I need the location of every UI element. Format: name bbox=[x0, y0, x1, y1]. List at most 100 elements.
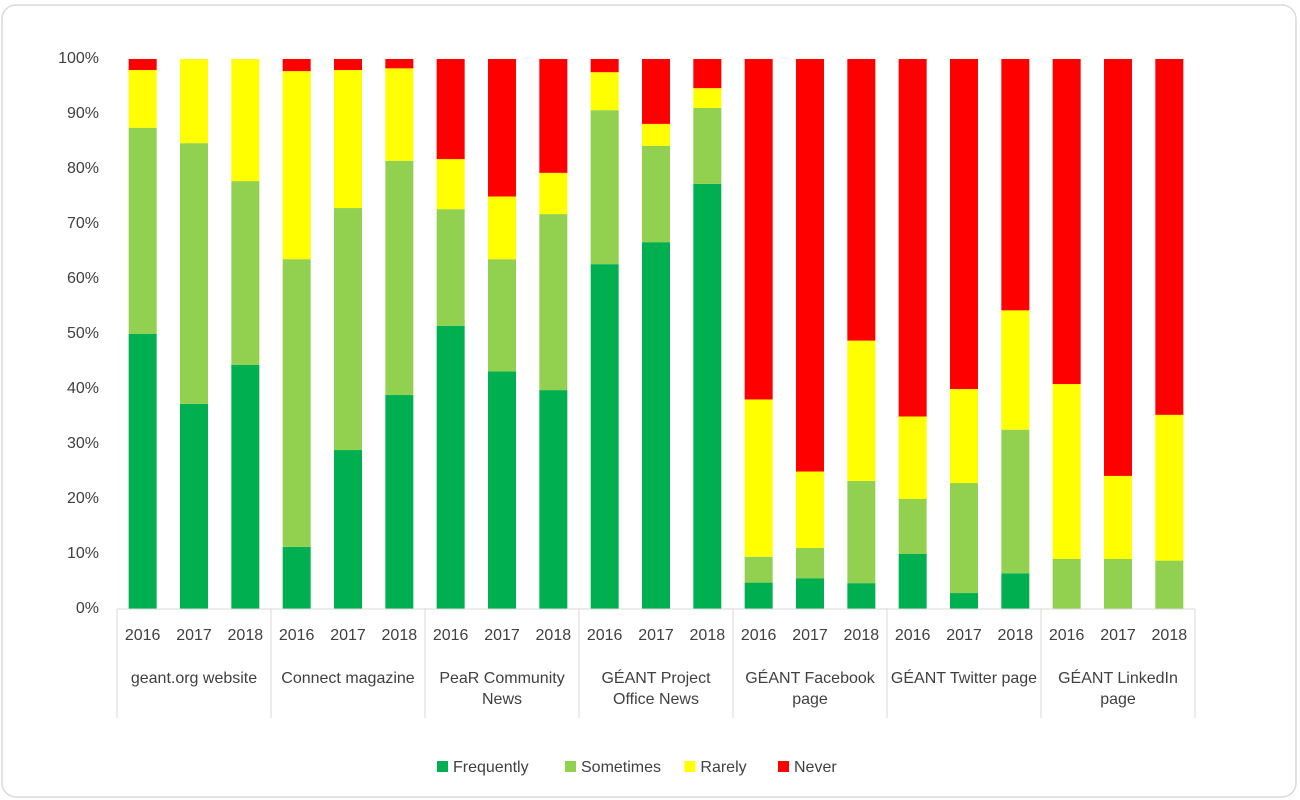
bar-segment bbox=[950, 59, 978, 389]
bar-segment bbox=[539, 59, 568, 173]
bar-segment bbox=[796, 471, 824, 548]
bar-segment bbox=[488, 371, 516, 609]
bar-segment bbox=[744, 59, 773, 400]
bar-segment bbox=[693, 88, 722, 108]
legend-swatch bbox=[565, 761, 576, 772]
group-label: GÉANT Facebook page bbox=[745, 670, 875, 708]
bar-segment bbox=[282, 71, 311, 260]
legend-swatch bbox=[684, 761, 696, 772]
group-label: PeaR Community News bbox=[439, 670, 565, 708]
bar-segment bbox=[642, 123, 670, 146]
y-tick-label: 0% bbox=[76, 600, 99, 617]
bar-segment bbox=[950, 483, 978, 594]
x-tick-label: 2017 bbox=[1100, 627, 1136, 644]
bar-segment bbox=[180, 143, 208, 404]
bar-segment bbox=[539, 172, 568, 215]
bar-segment bbox=[539, 214, 568, 391]
bar-segment bbox=[436, 325, 465, 609]
bar-segment bbox=[282, 59, 311, 72]
bar-segment bbox=[1052, 558, 1081, 609]
group-label: geant.org website bbox=[130, 670, 258, 687]
bar-segment bbox=[180, 59, 208, 144]
bar-segment bbox=[231, 59, 260, 182]
bar-segment bbox=[282, 259, 311, 547]
x-tick-label: 2017 bbox=[484, 627, 520, 644]
bar-segment bbox=[693, 59, 722, 89]
x-tick-label: 2016 bbox=[279, 627, 315, 644]
x-tick-label: 2018 bbox=[228, 627, 264, 644]
bar-segment bbox=[1155, 414, 1184, 561]
x-tick-label: 2018 bbox=[1152, 627, 1188, 644]
x-tick-label: 2016 bbox=[587, 627, 623, 644]
bar-segment bbox=[898, 59, 927, 417]
bar-segment bbox=[796, 547, 824, 579]
x-tick-label: 2018 bbox=[998, 627, 1034, 644]
legend-swatch bbox=[778, 761, 789, 772]
bar-segment bbox=[1001, 429, 1030, 574]
bar-segment bbox=[898, 499, 927, 554]
x-tick-label: 2017 bbox=[946, 627, 982, 644]
x-tick-label: 2017 bbox=[792, 627, 828, 644]
bar-segment bbox=[744, 582, 773, 609]
bar-segment bbox=[642, 145, 670, 243]
bar-segment bbox=[744, 556, 773, 583]
bar-segment bbox=[796, 59, 824, 472]
bar-segment bbox=[744, 399, 773, 557]
bar-segment bbox=[128, 334, 157, 609]
bar-segment bbox=[385, 160, 414, 396]
bar-segment bbox=[642, 242, 670, 609]
bar-segment bbox=[128, 127, 157, 334]
y-tick-label: 30% bbox=[67, 435, 99, 452]
x-tick-label: 2017 bbox=[638, 627, 674, 644]
bar-segment bbox=[847, 583, 876, 609]
bar-segment bbox=[847, 340, 876, 481]
x-tick-label: 2016 bbox=[1049, 627, 1085, 644]
bar-segment bbox=[385, 59, 414, 69]
bar-segment bbox=[385, 395, 414, 609]
x-tick-label: 2018 bbox=[536, 627, 572, 644]
bar-segment bbox=[796, 578, 824, 609]
bar-segment bbox=[436, 59, 465, 160]
bar-segment bbox=[590, 72, 619, 111]
x-tick-label: 2018 bbox=[382, 627, 418, 644]
bar-segment bbox=[1001, 59, 1030, 311]
y-tick-label: 20% bbox=[67, 490, 99, 507]
bar-segment bbox=[282, 546, 311, 609]
group-label: Connect magazine bbox=[281, 670, 415, 687]
x-tick-label: 2017 bbox=[176, 627, 212, 644]
legend-label: Frequently bbox=[453, 759, 529, 776]
bar-segment bbox=[1155, 59, 1184, 415]
bar-segment bbox=[1155, 560, 1184, 609]
bar-segment bbox=[128, 70, 157, 128]
bar-segment bbox=[488, 59, 516, 197]
bar-segment bbox=[334, 59, 362, 70]
bar-segment bbox=[1001, 573, 1030, 609]
bar-segment bbox=[436, 159, 465, 210]
y-tick-label: 60% bbox=[67, 270, 99, 287]
bar-segment bbox=[847, 480, 876, 584]
legend-swatch bbox=[437, 761, 448, 772]
x-tick-label: 2016 bbox=[433, 627, 469, 644]
bar-segment bbox=[436, 209, 465, 326]
bar-segment bbox=[128, 59, 157, 70]
bar-segment bbox=[1001, 310, 1030, 430]
bar-segment bbox=[231, 181, 260, 365]
bar-segment bbox=[950, 389, 978, 484]
legend-label: Sometimes bbox=[581, 759, 661, 776]
y-tick-label: 90% bbox=[67, 105, 99, 122]
y-tick-label: 100% bbox=[58, 50, 99, 67]
group-label: GÉANT Project Office News bbox=[601, 670, 711, 708]
bar-segment bbox=[693, 183, 722, 609]
bar-segment bbox=[898, 554, 927, 609]
x-tick-label: 2018 bbox=[844, 627, 880, 644]
bar-segment bbox=[180, 403, 208, 609]
bar-segment bbox=[590, 59, 619, 73]
x-tick-label: 2016 bbox=[741, 627, 777, 644]
group-label: GÉANT LinkedIn page bbox=[1058, 670, 1178, 708]
bar-segment bbox=[488, 196, 516, 260]
bar-segment bbox=[590, 110, 619, 265]
y-tick-label: 40% bbox=[67, 380, 99, 397]
y-tick-label: 50% bbox=[67, 325, 99, 342]
